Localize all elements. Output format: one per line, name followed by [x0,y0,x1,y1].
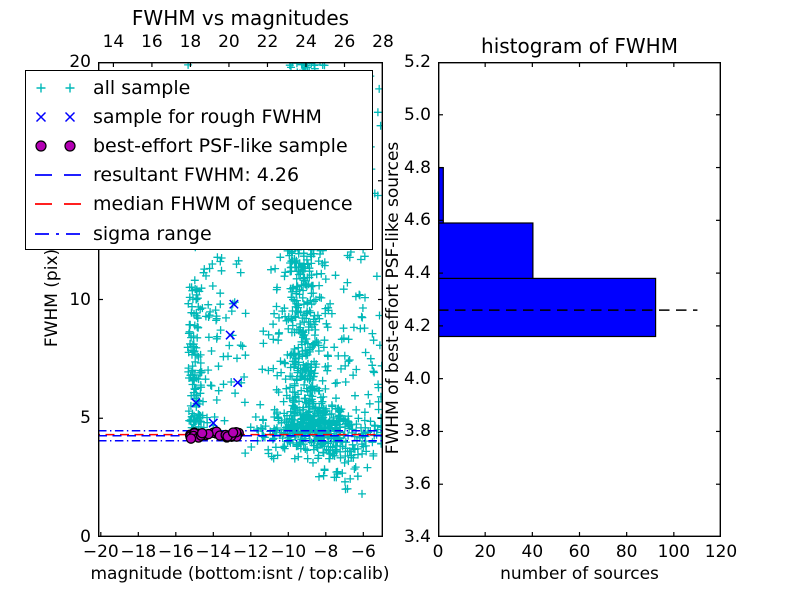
legend-label: sigma range [93,222,212,245]
legend-label: all sample [93,76,191,99]
tick-label: 20 [69,52,91,72]
tick-label: 5.0 [403,104,431,125]
tick-label: 0 [80,527,91,547]
legend-label: median FHWM of sequence [93,193,353,216]
tick-label: 3.8 [403,421,431,442]
tick-label: 22 [256,32,279,52]
dashed-glyph [35,203,81,206]
psf-sample-point [196,427,208,439]
tick-label: 3.4 [403,527,431,547]
tick-label: −20 [82,542,119,562]
circle-marker-icon [32,136,84,156]
tick-label: 120 [704,542,738,562]
tick-label: 16 [141,32,163,52]
legend-label: best-effort PSF-like sample [93,134,348,157]
psf-sample-point [185,433,197,444]
legend-item-sigma-range: sigma range [32,219,372,248]
right-plot-canvas [438,62,721,537]
tick-label: 100 [657,542,691,562]
legend-label: resultant FWHM: 4.26 [93,164,300,187]
circle-glyph [35,140,76,152]
tick-label: 20 [474,542,496,562]
x-marker-icon [32,107,84,127]
tick-label: 4.0 [403,368,431,389]
legend-item-resultant-fwhm: resultant FWHM: 4.26 [32,161,372,190]
left-xaxis-label: magnitude (bottom:isnt / top:calib) [90,564,390,584]
hist-bar [438,222,534,280]
tick-label: 18 [179,32,202,52]
plus-glyph [36,83,75,93]
tick-label: 5 [80,408,91,429]
legend-item-all-sample: all sample [32,73,372,102]
tick-label: 14 [102,32,125,52]
tick-label: 28 [372,32,394,52]
dashed-glyph [35,174,81,177]
tick-label: 10 [69,289,91,310]
tick-label: −10 [270,542,307,562]
legend-item-rough-fwhm-sample: sample for rough FWHM [32,102,372,131]
legend-item-median-fhwm: median FHWM of sequence [32,190,372,219]
tick-label: −12 [232,542,269,562]
psf-sample-point [227,427,239,438]
tick-label: 0 [432,542,444,562]
tick-label: 60 [568,542,591,562]
dashed-line-icon [32,165,84,185]
tick-label: 4.6 [403,210,431,231]
tick-label: 20 [218,32,240,52]
legend-item-psf-sample: best-effort PSF-like sample [32,131,372,160]
left-plot-title: FWHM vs magnitudes [131,6,350,30]
tick-label: 26 [333,32,356,52]
tick-label: 40 [521,542,544,562]
right-plot-title: histogram of FWHM [481,34,678,58]
tick-label: 4.2 [403,315,431,336]
right-xaxis-label: number of sources [500,564,659,584]
dashdot-line-icon [32,224,84,244]
right-yaxis-label: FWHM of best-effort PSF-like sources [383,141,403,455]
dashdot-glyph [35,232,81,235]
tick-label: 3.6 [403,474,431,495]
legend: all sample sample for rough FWHM best-ef… [25,70,373,250]
tick-label: 4.8 [403,157,431,178]
x-glyph [35,111,76,122]
tick-label: −18 [120,542,157,562]
legend-label: sample for rough FWHM [93,105,322,128]
tick-label: −14 [195,542,232,562]
tick-label: 80 [615,542,638,562]
tick-label: −16 [157,542,194,562]
rough-sample-points [191,299,243,428]
tick-label: 24 [295,32,317,52]
tick-label: 4.4 [403,263,431,284]
hist-bar [438,277,657,338]
plus-marker-icon [32,78,84,98]
tick-label: −8 [313,542,339,562]
tick-label: −6 [350,542,376,562]
dashed-line-icon [32,194,84,214]
tick-label: 5.2 [403,52,431,72]
